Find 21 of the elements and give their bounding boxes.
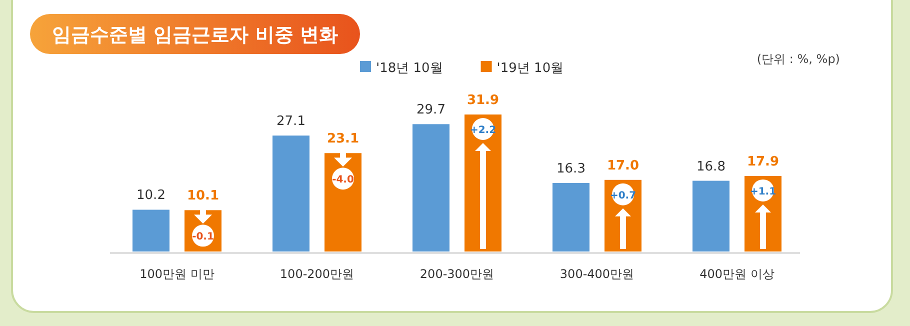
chart-title: 임금수준별 임금근로자 비중 변화 [52,24,338,46]
data-label: 17.0 [606,158,640,174]
data-label: 31.9 [466,93,500,108]
data-label: 10.1 [186,188,220,204]
annotation: -0.1 [192,232,214,243]
data-label: 17.9 [746,154,780,170]
x-tick-label: 100-200만원 [280,267,354,281]
legend-label: '19년 10월 [496,61,564,76]
data-label: 27.1 [276,114,306,130]
data-label: 16.8 [696,159,726,174]
legend-label: '18년 10월 [376,61,443,76]
data-label: 23.1 [326,132,360,147]
text: (단위 : %, %p) [756,52,840,66]
annotation: -4.0 [332,174,354,186]
x-tick-label: 100만원 미만 [140,267,214,281]
x-tick-label: 200-300만원 [420,267,494,281]
x-tick-label: 400만원 이상 [700,267,774,281]
data-label: 10.2 [136,188,166,204]
x-tick-label: 300-400만원 [560,267,634,281]
data-label: 16.3 [556,161,586,176]
data-label: 29.7 [416,102,446,118]
